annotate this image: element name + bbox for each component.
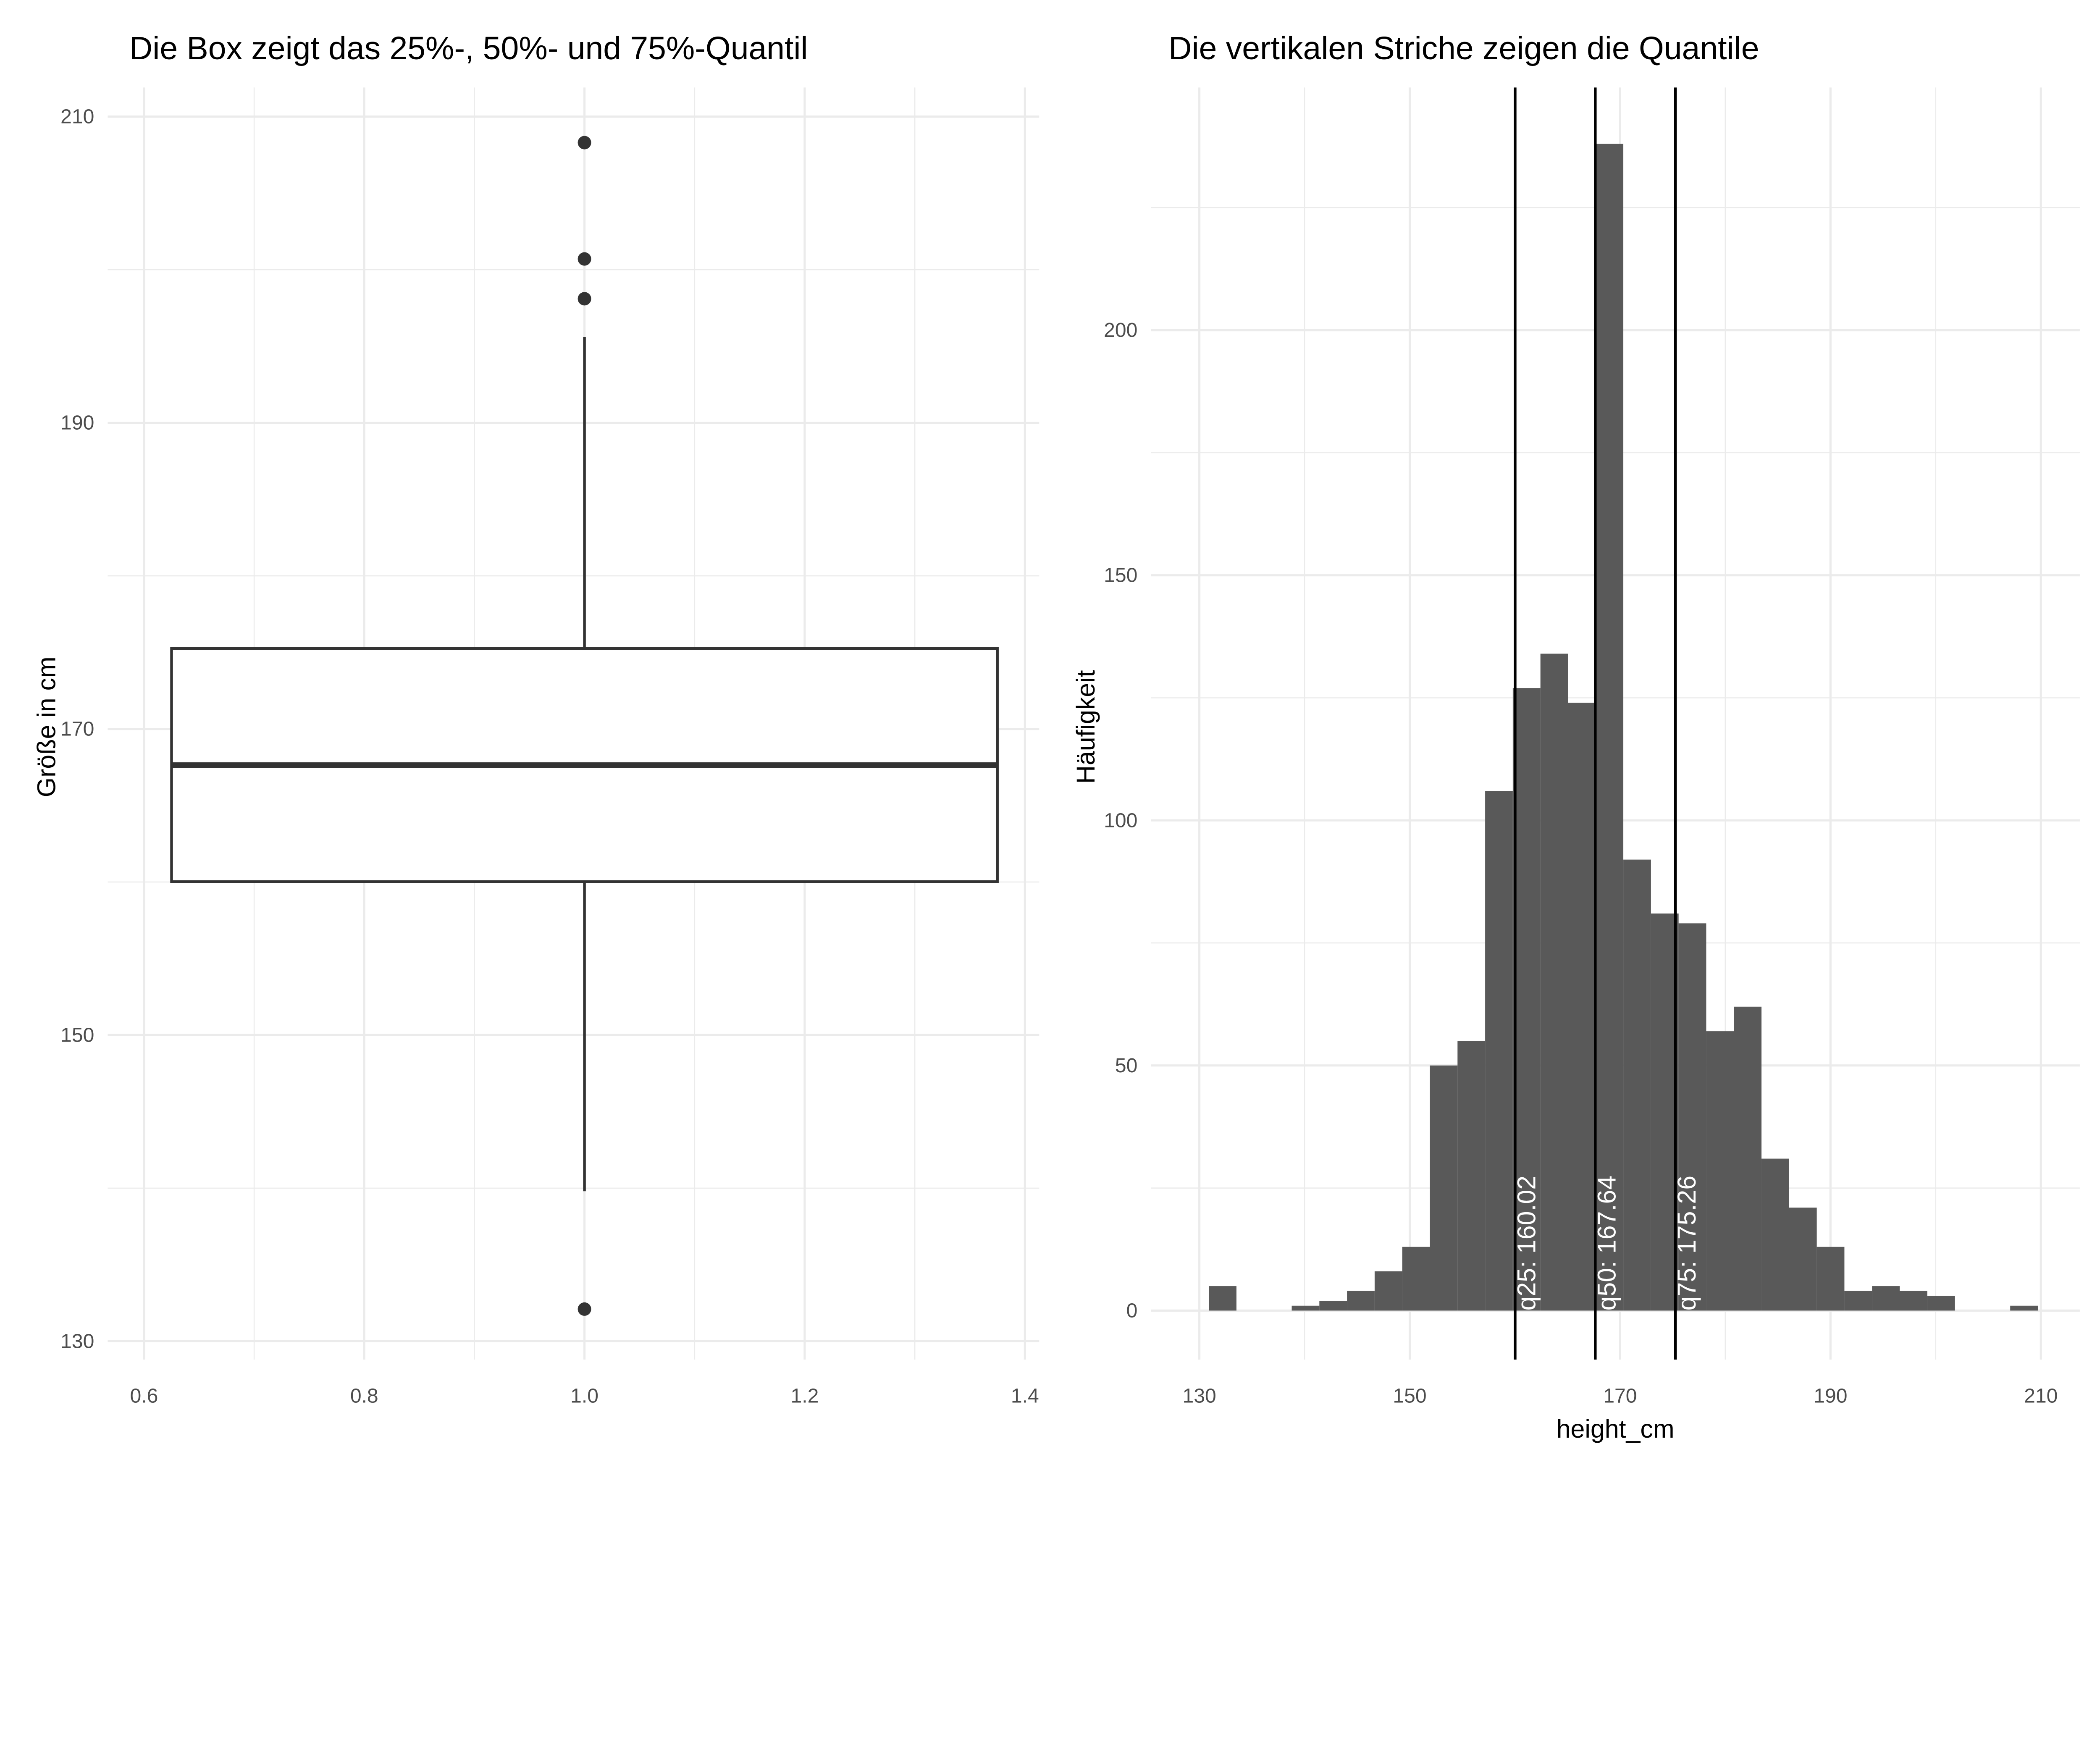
histogram-bar: [1734, 1006, 1762, 1311]
histogram-x-axis-title: height_cm: [1557, 1415, 1675, 1443]
histogram-bar: [1872, 1286, 1900, 1311]
histogram-panel: q25: 160.02 q50: 167.64 q75: 175.26 0 50 100…: [1071, 30, 2080, 1443]
y-tick-label: 190: [60, 412, 94, 434]
outlier-point: [578, 252, 591, 266]
quantile-label: q50: 167.64: [1592, 1176, 1621, 1311]
histogram-bar: [1402, 1247, 1430, 1311]
histogram-bar: [1927, 1296, 1955, 1311]
histogram-bar: [1761, 1158, 1789, 1311]
y-tick-label: 130: [60, 1330, 94, 1352]
histogram-bar: [1540, 654, 1568, 1311]
histogram-bar: [1374, 1271, 1402, 1311]
x-tick-label: 0.6: [130, 1385, 158, 1407]
x-tick-label: 170: [1603, 1385, 1637, 1407]
y-tick-label: 200: [1104, 319, 1137, 341]
histogram-bar: [1319, 1301, 1347, 1311]
histogram-bar: [1844, 1291, 1872, 1311]
histogram-bar: [2010, 1305, 2038, 1311]
y-tick-label: 0: [1126, 1299, 1138, 1322]
y-tick-label: 150: [1104, 564, 1137, 587]
histogram-bar: [1789, 1208, 1817, 1311]
histogram-marks: q25: 160.02 q50: 167.64 q75: 175.26: [1209, 87, 2038, 1360]
histogram-bar: [1651, 914, 1679, 1311]
histogram-bar: [1485, 791, 1513, 1311]
y-tick-label: 170: [60, 718, 94, 740]
x-tick-label: 130: [1182, 1385, 1216, 1407]
y-tick-label: 210: [60, 105, 94, 128]
histogram-bar: [1900, 1291, 1927, 1311]
histogram-bar: [1209, 1286, 1236, 1311]
x-tick-label: 190: [1814, 1385, 1847, 1407]
quantile-label: q75: 175.26: [1672, 1176, 1701, 1311]
y-tick-label: 100: [1104, 809, 1137, 832]
histogram-bar: [1706, 1031, 1734, 1311]
histogram-bar: [1430, 1065, 1458, 1311]
boxplot-title: Die Box zeigt das 25%-, 50%- und 75%-Qua…: [129, 30, 808, 66]
histogram-bar: [1568, 703, 1596, 1311]
x-tick-label: 0.8: [350, 1385, 378, 1407]
x-tick-label: 210: [2024, 1385, 2058, 1407]
boxplot-panel: 130 150 170 190 210 0.6 0.8 1.0 1.2 1.4 Die Box z…: [32, 30, 1040, 1407]
histogram-bar: [1816, 1247, 1845, 1311]
x-tick-label: 1.0: [570, 1385, 598, 1407]
histogram-bar: [1457, 1041, 1486, 1311]
x-tick-label: 1.2: [791, 1385, 819, 1407]
histogram-bar: [1292, 1305, 1320, 1311]
chart-figure: 130 150 170 190 210 0.6 0.8 1.0 1.2 1.4 Die Box z…: [32, 30, 2080, 1443]
x-tick-label: 150: [1393, 1385, 1426, 1407]
boxplot-marks: [170, 136, 999, 1316]
quantile-label: q25: 160.02: [1512, 1176, 1541, 1311]
outlier-point: [578, 136, 591, 150]
boxplot-y-axis-title: Größe in cm: [32, 656, 60, 797]
y-tick-label: 50: [1115, 1054, 1137, 1077]
histogram-y-axis-title: Häufigkeit: [1071, 670, 1100, 784]
histogram-title: Die vertikalen Striche zeigen die Quanti…: [1168, 30, 1759, 66]
histogram-bar: [1678, 923, 1706, 1311]
histogram-bar: [1347, 1291, 1375, 1311]
histogram-bar: [1623, 859, 1651, 1311]
outlier-point: [578, 1302, 591, 1316]
boxplot-ticks: 130 150 170 190 210 0.6 0.8 1.0 1.2 1.4: [60, 105, 1039, 1407]
histogram-ticks: 0 50 100 150 200 130 150 170 190 210: [1104, 319, 2058, 1407]
histogram-bar: [1596, 144, 1624, 1311]
y-tick-label: 150: [60, 1024, 94, 1047]
outlier-point: [578, 292, 591, 306]
x-tick-label: 1.4: [1011, 1385, 1039, 1407]
histogram-bar: [1512, 688, 1541, 1311]
